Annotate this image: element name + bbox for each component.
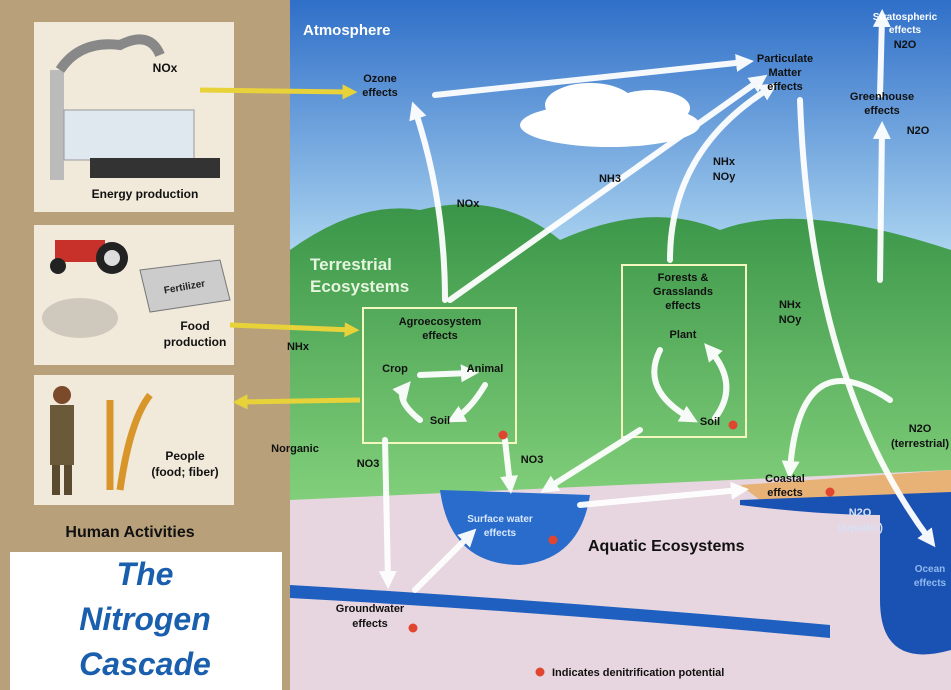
section-heading: Human Activities: [65, 524, 194, 541]
effect-label-line: effects: [767, 487, 802, 499]
box-label-line: production: [164, 335, 227, 349]
legend-label: Indicates denitrification potential: [552, 667, 724, 679]
flux-label-line: N2O: [909, 423, 932, 435]
effect-label-line: Groundwater: [336, 603, 405, 615]
flux-label-line: (aquatic): [837, 522, 883, 534]
box-label-line: (food; fiber): [151, 465, 218, 479]
denitrification-dot: [549, 536, 558, 545]
flux-label-line: NHx: [713, 156, 736, 168]
effect-label-line: effects: [665, 300, 700, 312]
effect-label-line: Particulate: [757, 53, 813, 65]
box-label-line: Food: [180, 319, 209, 333]
effect-label-line: effects: [767, 81, 802, 93]
flux-label: NH3: [599, 173, 621, 185]
effect-label-line: Ocean: [915, 564, 946, 575]
flux-label-line: NOy: [779, 314, 803, 326]
flux-label: N2O: [907, 125, 930, 137]
effect-label-line: Greenhouse: [850, 91, 914, 103]
effect-label-line: Grasslands: [653, 286, 713, 298]
flux-label: N2O: [894, 39, 917, 51]
page-title-line: The: [117, 556, 174, 592]
flux-label: NO3: [521, 454, 544, 466]
node-label: Soil: [700, 416, 720, 428]
flux-label-line: NHx: [779, 299, 802, 311]
node-label: Soil: [430, 415, 450, 427]
denitrification-dot: [409, 624, 418, 633]
box-label-line: People: [165, 449, 205, 463]
effect-label-line: Coastal: [765, 473, 805, 485]
zone-label-line: Terrestrial: [310, 255, 392, 274]
effect-label-line: Forests &: [658, 272, 709, 284]
denitrification-dot: [499, 431, 508, 440]
effect-label-line: Matter: [768, 67, 802, 79]
effect-label-line: effects: [362, 87, 397, 99]
node-label: Animal: [467, 363, 504, 375]
effect-label-line: Stratospheric: [873, 12, 938, 23]
emission-label: NOx: [153, 61, 178, 75]
effect-label-line: Ozone: [363, 73, 397, 85]
flux-label: Norganic: [271, 443, 319, 455]
flux-label: NHx: [287, 341, 310, 353]
zone-label-line: Ecosystems: [310, 277, 409, 296]
nitrogen-cascade: NOxEnergy productionFertilizerFoodproduc…: [0, 0, 951, 690]
zone-label: Atmosphere: [303, 22, 391, 39]
denitrification-dot: [729, 421, 738, 430]
flux-label: NO3: [357, 458, 380, 470]
page-title-line: Cascade: [79, 646, 211, 682]
effect-label-line: effects: [484, 528, 517, 539]
effect-label-line: effects: [352, 618, 387, 630]
legend-dot: [536, 668, 545, 677]
box-label: Energy production: [92, 187, 199, 201]
flux-label-line: (terrestrial): [891, 438, 949, 450]
flux-label-line: NOy: [713, 171, 737, 183]
page-title-line: Nitrogen: [79, 601, 211, 637]
zone-label: Aquatic Ecosystems: [588, 538, 745, 555]
node-label: Plant: [670, 329, 697, 341]
effect-label-line: effects: [864, 105, 899, 117]
node-label: Crop: [382, 363, 408, 375]
flux-label: NOx: [457, 198, 481, 210]
denitrification-dot: [826, 488, 835, 497]
effect-label-line: Surface water: [467, 514, 533, 525]
flux-label-line: N2O: [849, 507, 872, 519]
effect-label-line: effects: [914, 578, 947, 589]
effect-label-line: Agroecosystem: [399, 316, 482, 328]
effect-label-line: effects: [889, 25, 922, 36]
effect-label-line: effects: [422, 330, 457, 342]
